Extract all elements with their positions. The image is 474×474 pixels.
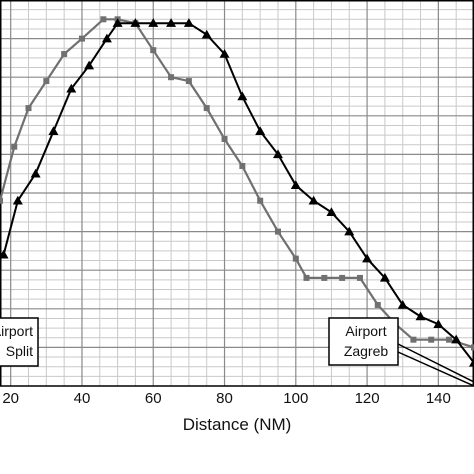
x-tick-label: 60: [145, 390, 162, 407]
data-point: [303, 274, 310, 281]
x-tick-label: 20: [2, 390, 19, 407]
data-point: [112, 18, 123, 27]
data-point: [433, 319, 444, 328]
x-axis-label: Distance (NM): [183, 415, 292, 434]
data-point: [379, 272, 390, 282]
data-point: [290, 180, 301, 190]
data-point: [0, 249, 9, 259]
data-point: [0, 197, 3, 204]
data-point: [201, 29, 212, 39]
data-point: [203, 105, 210, 112]
annotation-text: Zagreb: [344, 343, 389, 359]
data-point: [274, 228, 281, 235]
data-point: [168, 74, 175, 81]
data-point: [356, 274, 363, 281]
data-point: [48, 126, 59, 135]
data-point: [272, 149, 283, 159]
annotation-text: Airport: [0, 323, 33, 339]
data-point: [221, 135, 228, 142]
data-point: [25, 105, 32, 112]
data-point: [410, 336, 417, 343]
data-point: [166, 18, 177, 27]
data-point: [374, 301, 381, 308]
data-point: [30, 168, 41, 178]
data-point: [344, 226, 355, 236]
data-point: [397, 299, 408, 309]
data-point: [148, 18, 159, 27]
data-point: [446, 336, 453, 343]
data-point: [101, 33, 112, 43]
series-line: [2, 22, 474, 364]
data-point: [469, 357, 474, 367]
data-point: [183, 18, 194, 27]
data-point: [237, 91, 248, 101]
data-point: [415, 311, 426, 321]
annotation-layer: Airport Split Airport Zagreb: [0, 317, 474, 387]
data-point: [100, 16, 107, 23]
data-point: [239, 162, 246, 169]
x-tick-label: 80: [216, 390, 233, 407]
data-point: [78, 35, 85, 42]
series-triangle: [0, 18, 474, 367]
data-point: [84, 60, 95, 70]
data-point: [471, 344, 474, 351]
x-tick-label: 100: [283, 390, 308, 407]
data-point: [451, 334, 462, 344]
data-point: [130, 18, 141, 27]
annotation-zagreb: Airport Zagreb: [328, 317, 474, 387]
data-point: [326, 207, 337, 217]
data-point: [219, 49, 230, 58]
data-point: [308, 195, 319, 205]
annotation-split: Airport Split: [0, 317, 39, 367]
data-point: [43, 78, 50, 85]
series-line: [0, 18, 474, 349]
data-point: [292, 255, 299, 262]
x-tick-label: 40: [74, 390, 91, 407]
data-point: [362, 253, 373, 263]
data-point: [257, 197, 264, 204]
series-layer: [0, 16, 474, 367]
data-point: [321, 274, 328, 281]
x-tick-labels: 20 40 60 80 100 120 140: [2, 390, 451, 407]
plot-area: [0, 0, 474, 387]
data-point: [339, 274, 346, 281]
data-point: [66, 83, 77, 93]
data-point: [428, 336, 435, 343]
data-point: [150, 47, 157, 54]
x-tick-label: 140: [426, 390, 451, 407]
data-point: [12, 195, 23, 205]
annotation-text: Airport: [345, 323, 386, 339]
data-point: [61, 51, 68, 58]
data-point: [255, 126, 266, 135]
data-point: [11, 143, 18, 150]
annotation-text: Split: [6, 343, 33, 359]
x-tick-label: 120: [355, 390, 380, 407]
data-point: [185, 78, 192, 85]
